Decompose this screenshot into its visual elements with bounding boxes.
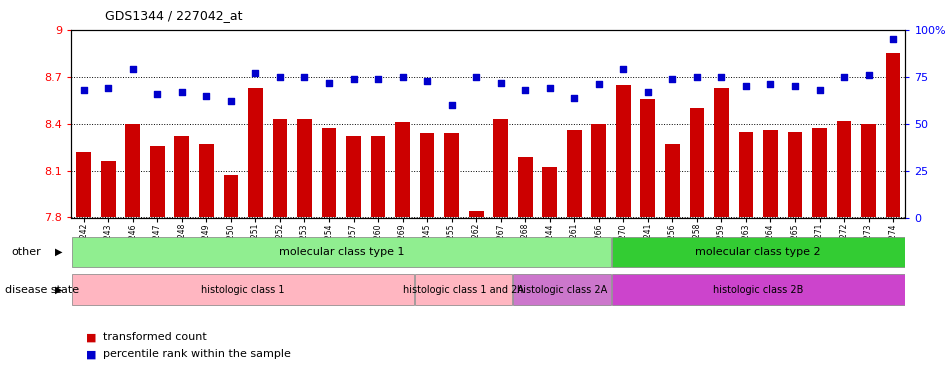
- Point: [664, 76, 680, 82]
- Bar: [713, 88, 728, 218]
- Bar: [395, 122, 409, 218]
- Point: [468, 74, 484, 80]
- Bar: [786, 132, 802, 218]
- Bar: [272, 119, 287, 218]
- Bar: [415, 274, 512, 305]
- Bar: [640, 99, 654, 218]
- Bar: [689, 108, 704, 218]
- Bar: [884, 53, 900, 217]
- Point: [517, 87, 532, 93]
- Text: other: other: [11, 247, 41, 257]
- Bar: [836, 121, 850, 218]
- Text: ■: ■: [86, 350, 96, 359]
- Bar: [566, 130, 581, 218]
- Point: [346, 76, 361, 82]
- Bar: [370, 136, 385, 218]
- Bar: [248, 88, 263, 218]
- Bar: [615, 85, 630, 218]
- Text: percentile rank within the sample: percentile rank within the sample: [103, 350, 290, 359]
- Bar: [199, 144, 213, 218]
- Point: [296, 74, 311, 80]
- Bar: [811, 128, 826, 217]
- Bar: [517, 156, 532, 218]
- Bar: [76, 152, 91, 217]
- Point: [125, 66, 140, 72]
- Bar: [542, 168, 557, 217]
- Text: histologic class 1: histologic class 1: [201, 285, 285, 295]
- Bar: [763, 130, 777, 218]
- Point: [640, 89, 655, 95]
- Bar: [513, 274, 610, 305]
- Point: [713, 74, 728, 80]
- Point: [419, 78, 434, 84]
- Point: [199, 93, 214, 99]
- Point: [223, 98, 238, 104]
- Text: molecular class type 2: molecular class type 2: [695, 247, 820, 257]
- Text: histologic class 1 and 2A: histologic class 1 and 2A: [403, 285, 524, 295]
- Bar: [611, 274, 903, 305]
- Point: [811, 87, 826, 93]
- Point: [884, 36, 900, 42]
- Point: [174, 89, 189, 95]
- Bar: [101, 161, 115, 218]
- Point: [762, 81, 777, 87]
- Bar: [419, 133, 434, 218]
- Point: [836, 74, 851, 80]
- Text: GDS1344 / 227042_at: GDS1344 / 227042_at: [105, 9, 242, 22]
- Point: [566, 94, 582, 100]
- Text: histologic class 2B: histologic class 2B: [712, 285, 803, 295]
- Point: [272, 74, 288, 80]
- Point: [688, 74, 704, 80]
- Point: [738, 83, 753, 89]
- Text: molecular class type 1: molecular class type 1: [278, 247, 404, 257]
- Bar: [149, 146, 165, 218]
- Bar: [321, 128, 336, 217]
- Bar: [346, 136, 361, 218]
- Point: [492, 80, 507, 86]
- Point: [321, 80, 336, 86]
- Bar: [591, 124, 605, 218]
- Point: [786, 83, 802, 89]
- Point: [542, 85, 557, 91]
- Point: [860, 72, 875, 78]
- Bar: [224, 175, 238, 217]
- Bar: [664, 144, 679, 218]
- Point: [394, 74, 409, 80]
- Text: transformed count: transformed count: [103, 333, 207, 342]
- Point: [101, 85, 116, 91]
- Text: disease state: disease state: [5, 285, 79, 295]
- Bar: [174, 136, 189, 218]
- Text: histologic class 2A: histologic class 2A: [516, 285, 606, 295]
- Bar: [297, 119, 311, 218]
- Point: [370, 76, 386, 82]
- Point: [76, 87, 91, 93]
- Bar: [468, 211, 483, 217]
- Point: [444, 102, 459, 108]
- Bar: [738, 132, 752, 218]
- Text: ▶: ▶: [55, 247, 63, 257]
- Point: [590, 81, 605, 87]
- Bar: [72, 274, 414, 305]
- Point: [248, 70, 263, 76]
- Bar: [861, 124, 875, 218]
- Bar: [126, 124, 140, 218]
- Bar: [611, 237, 903, 267]
- Bar: [444, 133, 459, 218]
- Point: [149, 91, 165, 97]
- Bar: [72, 237, 610, 267]
- Point: [615, 66, 630, 72]
- Text: ■: ■: [86, 333, 96, 342]
- Bar: [493, 119, 507, 218]
- Text: ▶: ▶: [55, 285, 63, 295]
